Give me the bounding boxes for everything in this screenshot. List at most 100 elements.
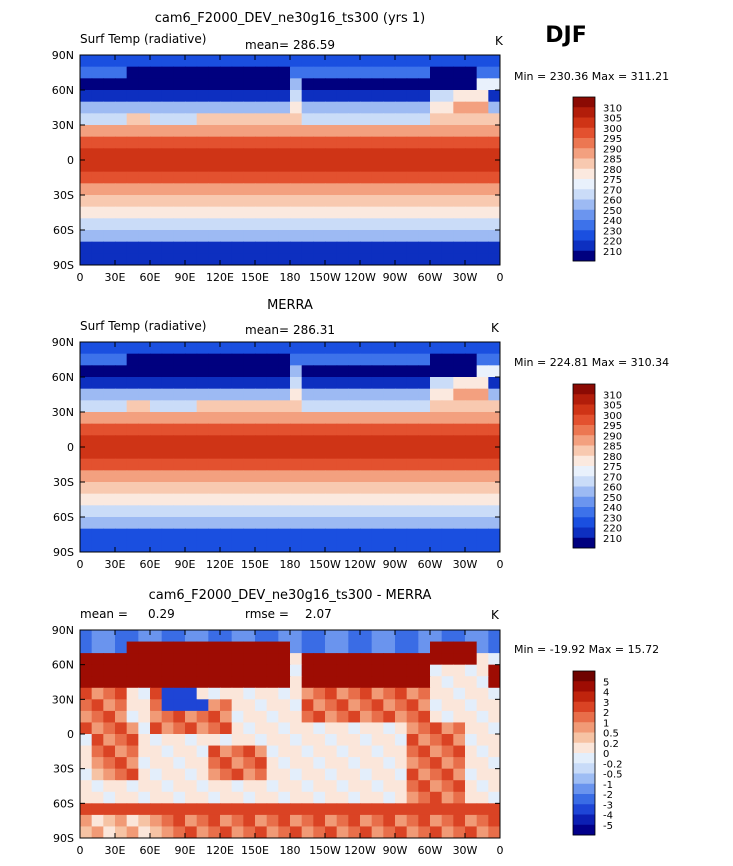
grid-cell	[313, 676, 326, 689]
grid-cell	[371, 803, 384, 816]
grid-cell	[348, 241, 361, 254]
min-max-text: Min = 230.36 Max = 311.21	[514, 70, 669, 83]
grid-cell	[255, 814, 268, 828]
grid-cell	[185, 540, 198, 552]
grid-cell	[115, 630, 128, 643]
grid-cell	[465, 377, 478, 390]
grid-cell	[336, 505, 349, 518]
colorbar-swatch	[573, 250, 595, 262]
grid-cell	[488, 505, 500, 518]
grid-cell	[138, 253, 151, 265]
grid-cell	[441, 90, 454, 103]
grid-cell	[266, 653, 279, 666]
colorbar-swatch	[573, 814, 595, 826]
grid-cell	[336, 676, 349, 689]
y-tick-label: 60N	[52, 371, 74, 384]
grid-cell	[488, 66, 500, 79]
grid-cell	[430, 113, 443, 126]
grid-cell	[406, 230, 419, 243]
grid-cell	[395, 171, 408, 184]
grid-cell	[430, 400, 443, 413]
grid-cell	[383, 113, 396, 126]
panel-obs: MERRA Surf Temp (radiative) mean= 286.31…	[52, 298, 669, 571]
grid-cell	[115, 745, 128, 758]
grid-cell	[278, 676, 291, 689]
grid-cell	[290, 528, 303, 541]
grid-cell	[441, 676, 454, 689]
grid-cell	[465, 493, 478, 506]
grid-cell	[313, 505, 326, 518]
grid-cell	[196, 241, 209, 254]
grid-cell	[465, 113, 478, 126]
grid-cell	[255, 493, 268, 506]
grid-cell	[336, 734, 349, 747]
grid-cell	[220, 400, 233, 413]
grid-cell	[220, 826, 233, 838]
grid-cell	[488, 814, 500, 828]
grid-cell	[336, 183, 349, 196]
map-axes: 0 30E 60E 90E 120E 150E 180 150W 120W 90W 60W 30W 09…	[52, 624, 504, 857]
grid-cell	[383, 722, 396, 735]
grid-cell	[348, 722, 361, 735]
grid-cell	[173, 113, 186, 126]
grid-cell	[465, 78, 478, 91]
grid-cell	[383, 447, 396, 460]
grid-cell	[465, 803, 478, 816]
grid-cell	[441, 687, 454, 700]
grid-cell	[430, 540, 443, 552]
grid-cell	[243, 125, 256, 138]
grid-cell	[383, 493, 396, 506]
grid-cell	[80, 218, 93, 231]
grid-cell	[371, 206, 384, 219]
grid-cell	[255, 768, 268, 781]
grid-cell	[488, 676, 500, 689]
grid-cell	[231, 803, 244, 816]
grid-cell	[430, 710, 443, 724]
grid-cell	[453, 388, 466, 401]
grid-cell	[103, 253, 116, 265]
grid-cell	[161, 722, 174, 735]
grid-cell	[80, 630, 93, 643]
colorbar-frame	[572, 670, 596, 836]
grid-cell	[266, 101, 279, 114]
grid-cell	[313, 241, 326, 254]
grid-cell	[348, 630, 361, 643]
grid-cell	[126, 826, 139, 838]
grid-cell	[453, 517, 466, 530]
grid-cell	[255, 687, 268, 700]
grid-cell	[383, 195, 396, 208]
grid-cell	[115, 699, 128, 712]
grid-cell	[488, 757, 500, 770]
grid-cell	[441, 517, 454, 530]
mean-value: 286.31	[293, 323, 335, 337]
grid-cell	[196, 183, 209, 196]
grid-cell	[441, 435, 454, 448]
y-tick-label: 60S	[53, 224, 74, 237]
grid-cell	[453, 206, 466, 219]
grid-cell	[301, 699, 314, 712]
grid-cell	[313, 722, 326, 735]
x-tick-label: 120W	[344, 558, 376, 571]
grid-cell	[185, 780, 198, 793]
grid-cell	[325, 125, 338, 138]
grid-cell	[126, 136, 139, 149]
grid-cell	[325, 641, 338, 654]
grid-cell	[115, 826, 128, 838]
grid-cell	[406, 253, 419, 265]
grid-cell	[395, 734, 408, 747]
grid-cell	[80, 78, 93, 91]
colorbar-swatch	[573, 384, 595, 395]
grid-cell	[255, 195, 268, 208]
grid-cell	[115, 218, 128, 231]
grid-cell	[208, 447, 221, 460]
grid-cell	[115, 148, 128, 161]
y-tick-label: 0	[67, 728, 74, 741]
y-tick-label: 0	[67, 154, 74, 167]
grid-cell	[476, 780, 489, 793]
grid-cell	[138, 710, 151, 724]
grid-cell	[313, 55, 326, 68]
grid-cell	[336, 230, 349, 243]
grid-cell	[371, 458, 384, 471]
grid-cell	[406, 241, 419, 254]
grid-cell	[196, 540, 209, 552]
